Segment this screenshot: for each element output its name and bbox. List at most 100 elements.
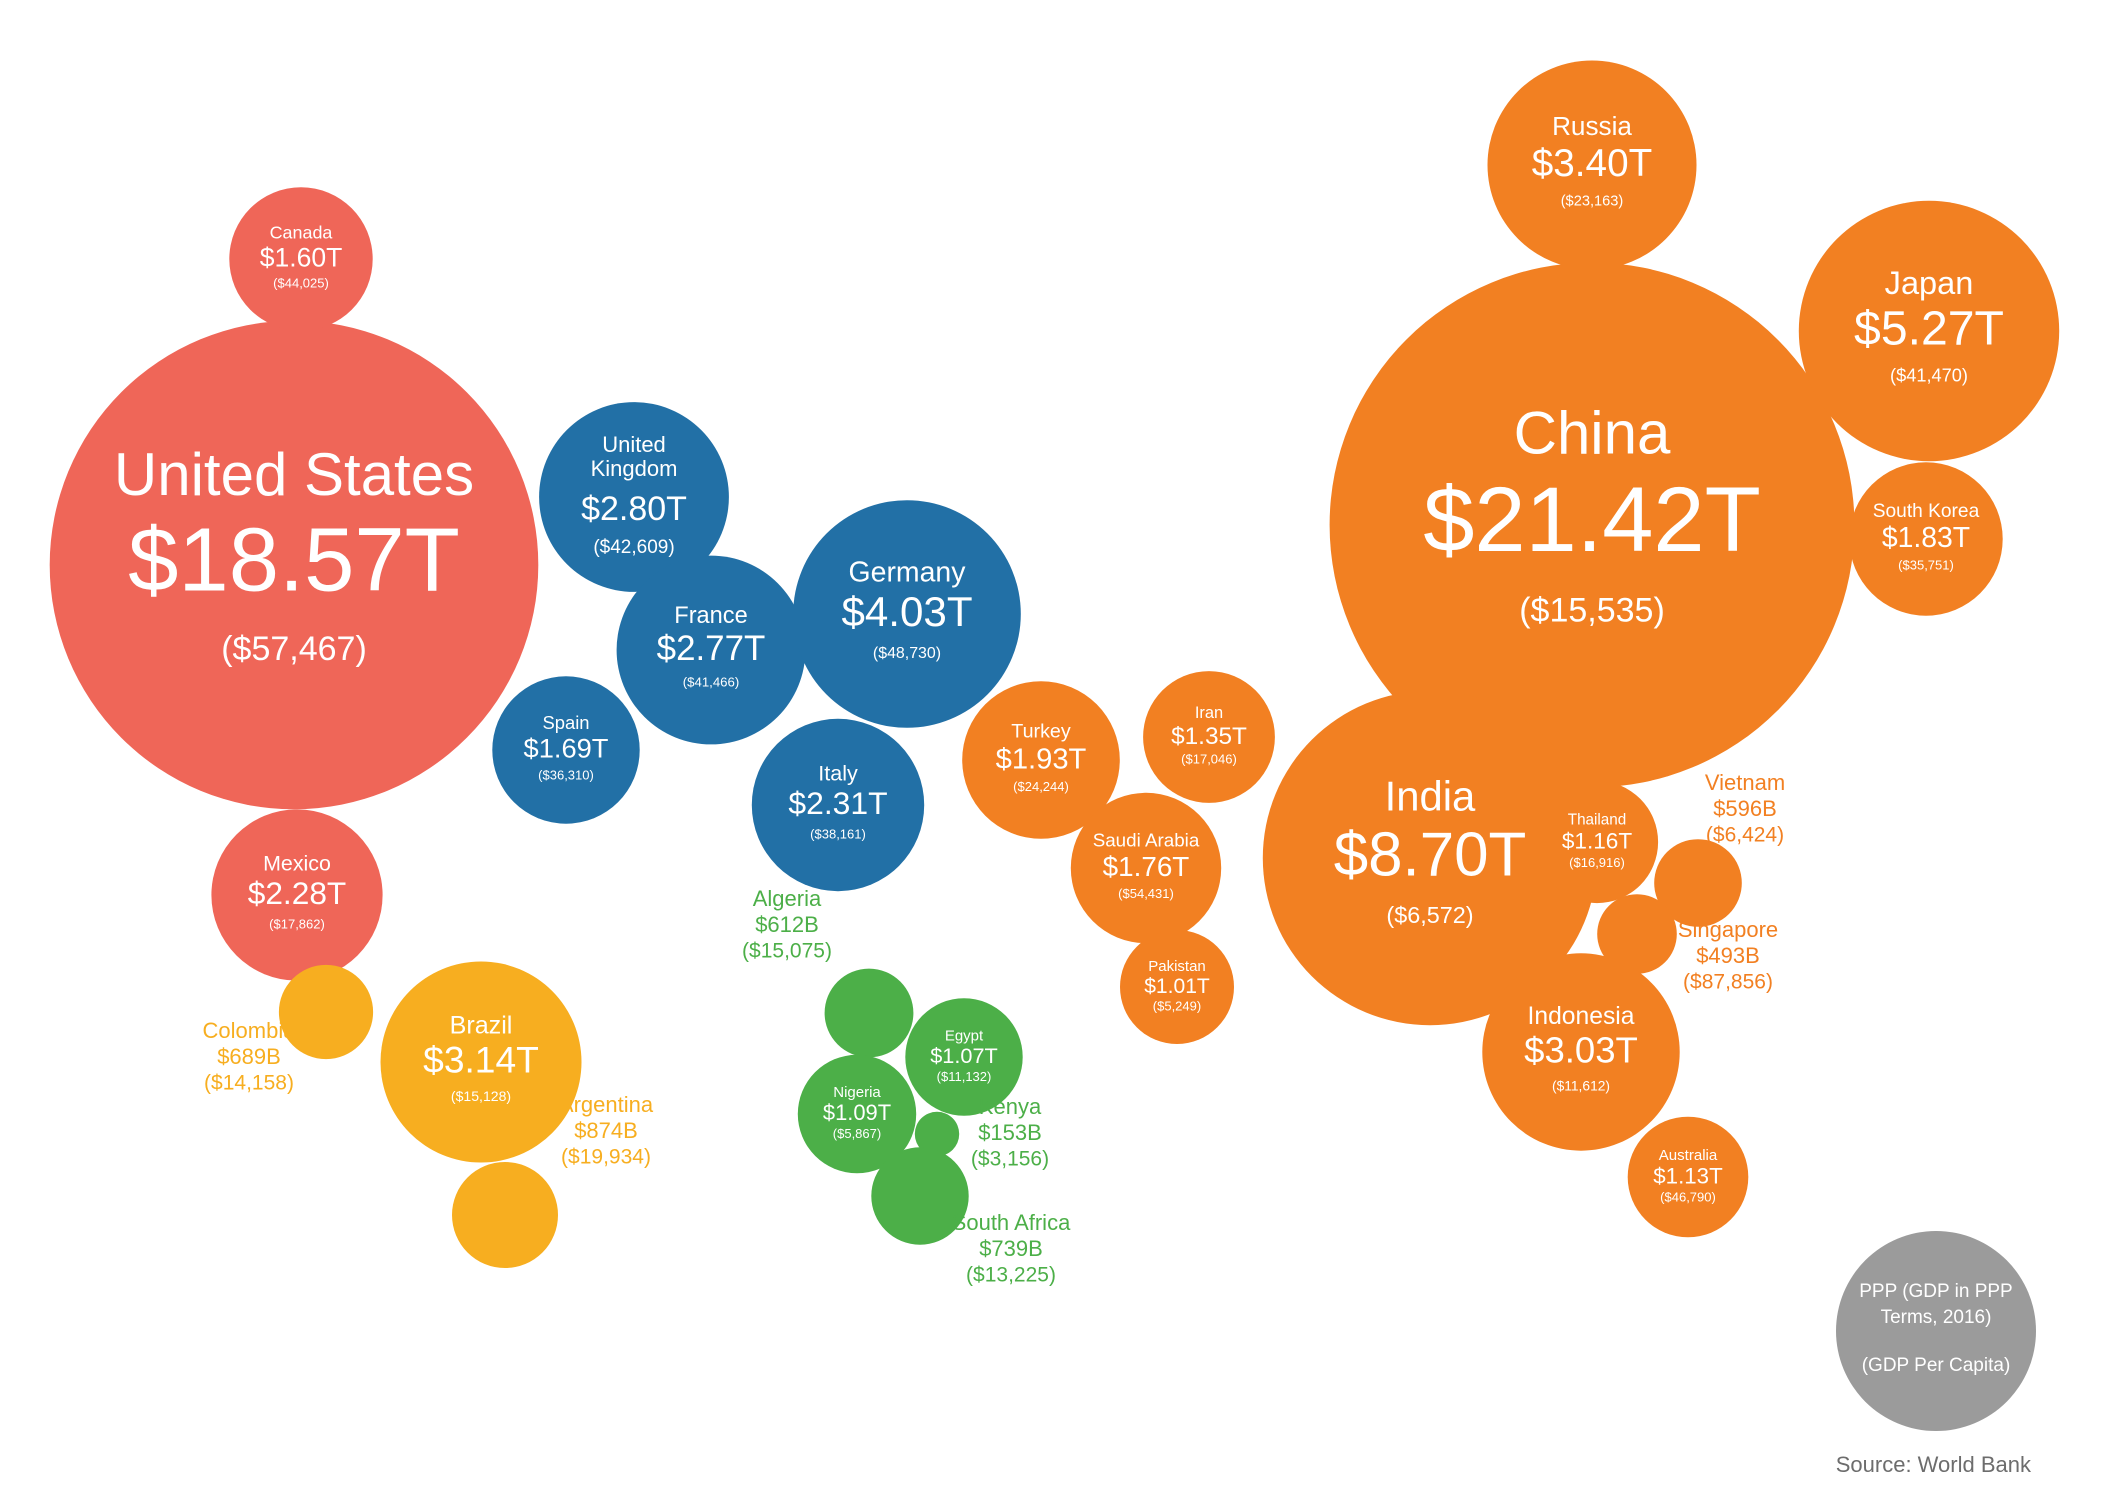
label-name-thailand: Thailand: [1568, 812, 1627, 829]
label-name-argentina: Argentina: [559, 1092, 654, 1117]
bubble-canada: [229, 187, 373, 331]
bubble-south-korea: [1849, 462, 2003, 616]
label-per-capita-china: ($15,535): [1519, 591, 1665, 629]
label-gdp-iran: $1.35T: [1171, 723, 1247, 750]
label-per-capita-canada: ($44,025): [273, 276, 329, 291]
label-gdp-italy: $2.31T: [788, 785, 887, 821]
label-per-capita-egypt: ($11,132): [937, 1069, 992, 1084]
label-name-vietnam: Vietnam: [1705, 770, 1785, 795]
label-gdp-canada: $1.60T: [260, 243, 343, 273]
bubble-colombia: [278, 964, 374, 1060]
label-per-capita-kenya: ($3,156): [971, 1148, 1049, 1171]
bubble-turkey: [962, 681, 1120, 839]
bubble-indonesia: [1482, 953, 1680, 1151]
label-per-capita-united-states: ($57,467): [221, 630, 367, 668]
label-per-capita-australia: ($46,790): [1660, 1190, 1716, 1205]
label-gdp-japan: $5.27T: [1854, 302, 2004, 356]
bubble-vietnam: [1654, 839, 1742, 927]
bubble-singapore: [1597, 894, 1677, 974]
label-per-capita-indonesia: ($11,612): [1552, 1077, 1610, 1093]
bubble-nigeria: [797, 1054, 917, 1174]
bubble-brazil: [380, 961, 582, 1163]
bubble-south-africa: [871, 1147, 969, 1245]
label-name-indonesia: Indonesia: [1528, 1003, 1635, 1030]
bubble-united-states: [49, 320, 539, 810]
label-per-capita-argentina: ($19,934): [561, 1146, 651, 1169]
label-gdp-russia: $3.40T: [1532, 142, 1652, 185]
label-per-capita-vietnam: ($6,424): [1706, 824, 1784, 847]
label-name-iran: Iran: [1195, 704, 1223, 722]
label-gdp-united-states: $18.57T: [128, 510, 460, 611]
bubble-iran: [1143, 671, 1275, 803]
legend-line-2: Terms, 2016): [1881, 1307, 1992, 1328]
label-name-france: France: [674, 602, 747, 628]
label-gdp-india: $8.70T: [1334, 821, 1527, 890]
label-name-algeria: Algeria: [753, 886, 822, 911]
bubble-india: [1262, 690, 1598, 1026]
label-per-capita-thailand: ($16,916): [1569, 855, 1625, 870]
label-name-nigeria: Nigeria: [833, 1084, 881, 1101]
label-gdp-spain: $1.69T: [524, 733, 609, 764]
label-name-mexico: Mexico: [263, 852, 331, 876]
label-per-capita-italy: ($38,161): [810, 827, 866, 842]
bubble-china: [1329, 262, 1855, 788]
bubble-japan: [1798, 200, 2060, 462]
bubble-italy: [751, 718, 925, 892]
label-name-russia: Russia: [1552, 111, 1632, 141]
label-name-united-states: United States: [114, 441, 474, 508]
label-per-capita-colombia: ($14,158): [204, 1072, 294, 1095]
bubble-spain: [492, 676, 640, 824]
label-name-united-kingdom-line2: Kingdom: [591, 456, 678, 481]
label-per-capita-brazil: ($15,128): [451, 1088, 511, 1104]
label-gdp-kenya: $153B: [978, 1120, 1042, 1145]
label-gdp-egypt: $1.07T: [930, 1043, 998, 1068]
label-per-capita-singapore: ($87,856): [1683, 971, 1773, 994]
label-name-india: India: [1385, 772, 1476, 819]
label-per-capita-france: ($41,466): [683, 675, 740, 690]
bubble-australia: [1627, 1116, 1749, 1238]
bubble-egypt: [905, 998, 1023, 1116]
legend-line-1: PPP (GDP in PPP: [1859, 1281, 2012, 1302]
label-gdp-singapore: $493B: [1696, 943, 1760, 968]
label-per-capita-south-africa: ($13,225): [966, 1264, 1056, 1287]
bubble-france: [616, 555, 806, 745]
label-per-capita-algeria: ($15,075): [742, 940, 832, 963]
bubble-germany: [793, 500, 1021, 728]
bubble-saudi-arabia: [1070, 792, 1222, 944]
label-gdp-thailand: $1.16T: [1562, 828, 1633, 853]
label-gdp-colombia: $689B: [217, 1044, 281, 1069]
label-gdp-australia: $1.13T: [1653, 1163, 1723, 1188]
bubble-argentina: [452, 1162, 558, 1268]
label-gdp-united-kingdom: $2.80T: [581, 490, 687, 528]
label-per-capita-india: ($6,572): [1386, 902, 1473, 928]
bubble-kenya: [914, 1111, 960, 1157]
label-gdp-turkey: $1.93T: [996, 743, 1087, 775]
label-per-capita-nigeria: ($5,867): [833, 1126, 881, 1141]
label-gdp-china: $21.42T: [1423, 469, 1761, 571]
label-gdp-saudi-arabia: $1.76T: [1103, 851, 1190, 882]
label-name-pakistan: Pakistan: [1148, 958, 1206, 975]
bubble-algeria: [824, 968, 914, 1058]
label-per-capita-germany: ($48,730): [873, 645, 941, 662]
label-name-turkey: Turkey: [1011, 721, 1071, 743]
label-gdp-germany: $4.03T: [841, 588, 972, 635]
label-gdp-france: $2.77T: [657, 629, 766, 668]
label-name-japan: Japan: [1885, 265, 1974, 301]
label-name-egypt: Egypt: [945, 1027, 984, 1044]
label-name-south-korea: South Korea: [1873, 501, 1980, 522]
label-per-capita-iran: ($17,046): [1181, 752, 1237, 767]
label-name-united-kingdom-line1: United: [602, 432, 666, 457]
label-gdp-vietnam: $596B: [1713, 796, 1777, 821]
label-name-china: China: [1514, 399, 1671, 466]
bubble-pakistan: [1120, 930, 1234, 1044]
label-gdp-brazil: $3.14T: [423, 1039, 539, 1081]
label-name-south-africa: South Africa: [952, 1210, 1071, 1235]
label-name-canada: Canada: [270, 223, 333, 243]
bubble-mexico: [211, 809, 383, 981]
bubble-thailand: [1535, 780, 1659, 904]
source-note: Source: World Bank: [1835, 1452, 2031, 1477]
label-per-capita-russia: ($23,163): [1561, 194, 1624, 210]
label-name-saudi-arabia: Saudi Arabia: [1093, 830, 1200, 851]
